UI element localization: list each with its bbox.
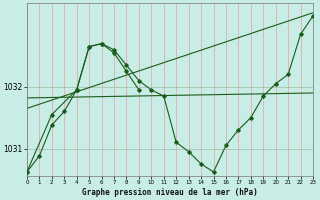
X-axis label: Graphe pression niveau de la mer (hPa): Graphe pression niveau de la mer (hPa) [82,188,258,197]
